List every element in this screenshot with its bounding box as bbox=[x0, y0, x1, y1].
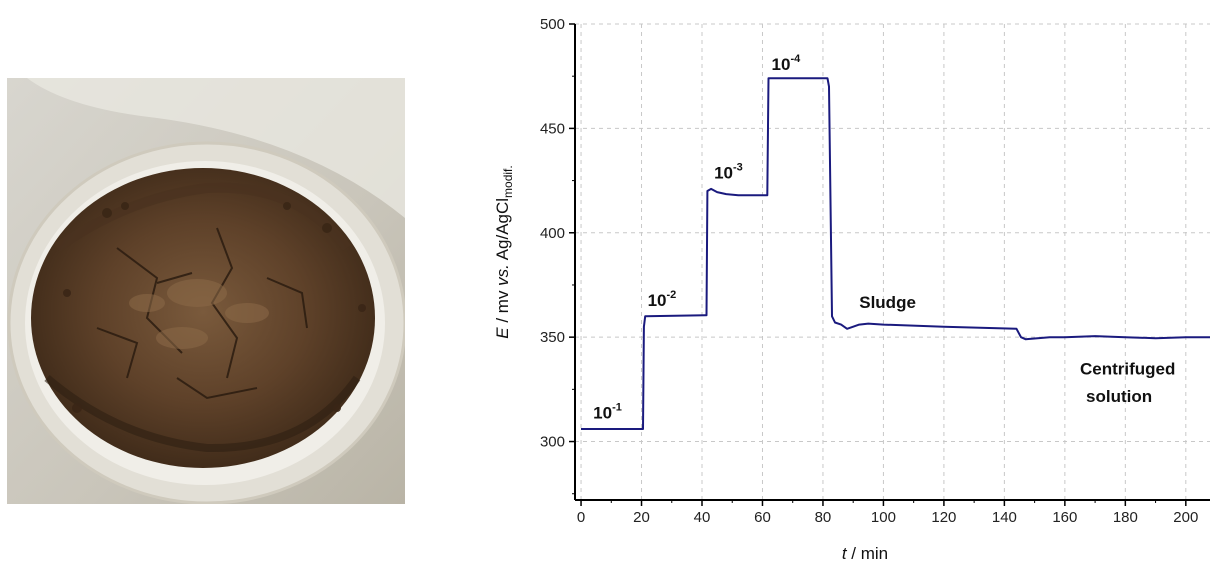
x-tick-label: 120 bbox=[931, 509, 956, 526]
annotation-2: 10-3 bbox=[714, 161, 743, 182]
x-tick-label: 100 bbox=[871, 509, 896, 526]
chart-axes bbox=[574, 24, 1210, 501]
x-tick-label: 60 bbox=[754, 509, 771, 526]
x-tick-label: 200 bbox=[1173, 509, 1198, 526]
y-axis-label: E / mv vs. Ag/AgClmodif. bbox=[493, 165, 515, 338]
x-tick-label: 0 bbox=[577, 509, 585, 526]
series-line-0 bbox=[581, 77, 1210, 430]
annotation-1: 10-2 bbox=[648, 289, 677, 310]
x-tick-label: 160 bbox=[1052, 509, 1077, 526]
chart-series bbox=[581, 77, 1210, 430]
annotation-3: 10-4 bbox=[772, 53, 802, 74]
x-tick-label: 40 bbox=[694, 509, 711, 526]
sludge-photo bbox=[7, 78, 405, 504]
y-tick-label: 450 bbox=[540, 120, 565, 137]
x-tick-label: 80 bbox=[815, 509, 832, 526]
chart-grid bbox=[575, 23, 1210, 500]
y-tick-label: 350 bbox=[540, 329, 565, 346]
potential-time-chart: 0 20 40 60 80 100 120 140 160 180 200 300 350 400 450 5… bbox=[493, 16, 1210, 563]
x-tick-label: 180 bbox=[1113, 509, 1138, 526]
y-tick-label: 300 bbox=[540, 434, 565, 451]
x-tick-label: 140 bbox=[992, 509, 1017, 526]
annotation-4: Sludge bbox=[859, 293, 916, 312]
chart-ticks: 0 20 40 60 80 100 120 140 160 180 200 300 350 400 450 5… bbox=[540, 16, 1198, 526]
annotation-6: solution bbox=[1086, 387, 1152, 406]
annotation-0: 10-1 bbox=[593, 402, 622, 423]
y-tick-label: 400 bbox=[540, 225, 565, 242]
y-tick-label: 500 bbox=[540, 16, 565, 33]
annotation-5: Centrifuged bbox=[1080, 360, 1175, 379]
chart-annotations: 10-1 10-2 10-3 10-4 Sludge Centrifuged solutio… bbox=[593, 53, 1175, 423]
x-tick-label: 20 bbox=[633, 509, 650, 526]
x-axis-label: t / min bbox=[842, 544, 888, 563]
